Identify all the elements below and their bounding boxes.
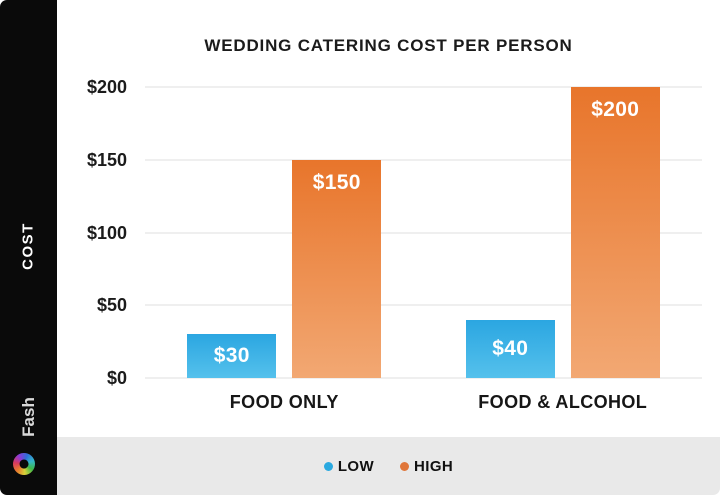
y-tick-label: $0	[106, 368, 127, 388]
bar-value-label: $200	[591, 98, 640, 121]
sidebar: COST Fash	[0, 0, 57, 495]
fash-logo-aperture-icon	[9, 449, 39, 479]
category-label-0: FOOD ONLY	[229, 392, 339, 412]
legend-strip: LOW HIGH	[57, 437, 720, 495]
y-tick-label: $200	[86, 77, 127, 97]
gridline	[145, 158, 702, 161]
gridline	[145, 377, 702, 379]
y-tick-label: $50	[96, 295, 127, 316]
bar-low-1: $40	[465, 319, 555, 378]
y-tick-label: $100	[86, 222, 127, 243]
legend-item-high: HIGH	[400, 458, 453, 475]
bar-value-label: $30	[213, 344, 250, 368]
legend-dot-high-icon	[400, 461, 410, 471]
bar-value-label: $40	[492, 336, 529, 360]
bar-value-label: $150	[312, 170, 361, 194]
x-axis-category-labels: FOOD ONLY FOOD & ALCOHOL	[145, 392, 702, 422]
legend-label: HIGH	[414, 457, 454, 475]
gridline	[145, 304, 702, 307]
bar-low-0: $30	[187, 334, 277, 378]
legend-item-low: LOW	[323, 457, 375, 475]
bar-high-0: $150	[292, 159, 382, 378]
gridline	[145, 231, 702, 234]
y-tick-label: $150	[86, 149, 127, 170]
plot-area: $30 $150 $40 $200	[145, 86, 702, 379]
category-label-1: FOOD & ALCOHOL	[478, 392, 648, 412]
bar-high-1: $200	[570, 87, 660, 378]
gridline	[145, 86, 702, 88]
y-axis-tick-labels: $0 $50 $100 $150 $200	[57, 77, 137, 388]
legend-label: LOW	[337, 457, 375, 475]
brand-name: Fash	[19, 397, 38, 437]
chart-area: WEDDING CATERING COST PER PERSON $0 $50 $1…	[57, 0, 720, 437]
chart-title: WEDDING CATERING COST PER PERSON	[204, 36, 573, 55]
y-axis-title: COST	[19, 222, 37, 270]
legend-dot-low-icon	[323, 461, 333, 471]
